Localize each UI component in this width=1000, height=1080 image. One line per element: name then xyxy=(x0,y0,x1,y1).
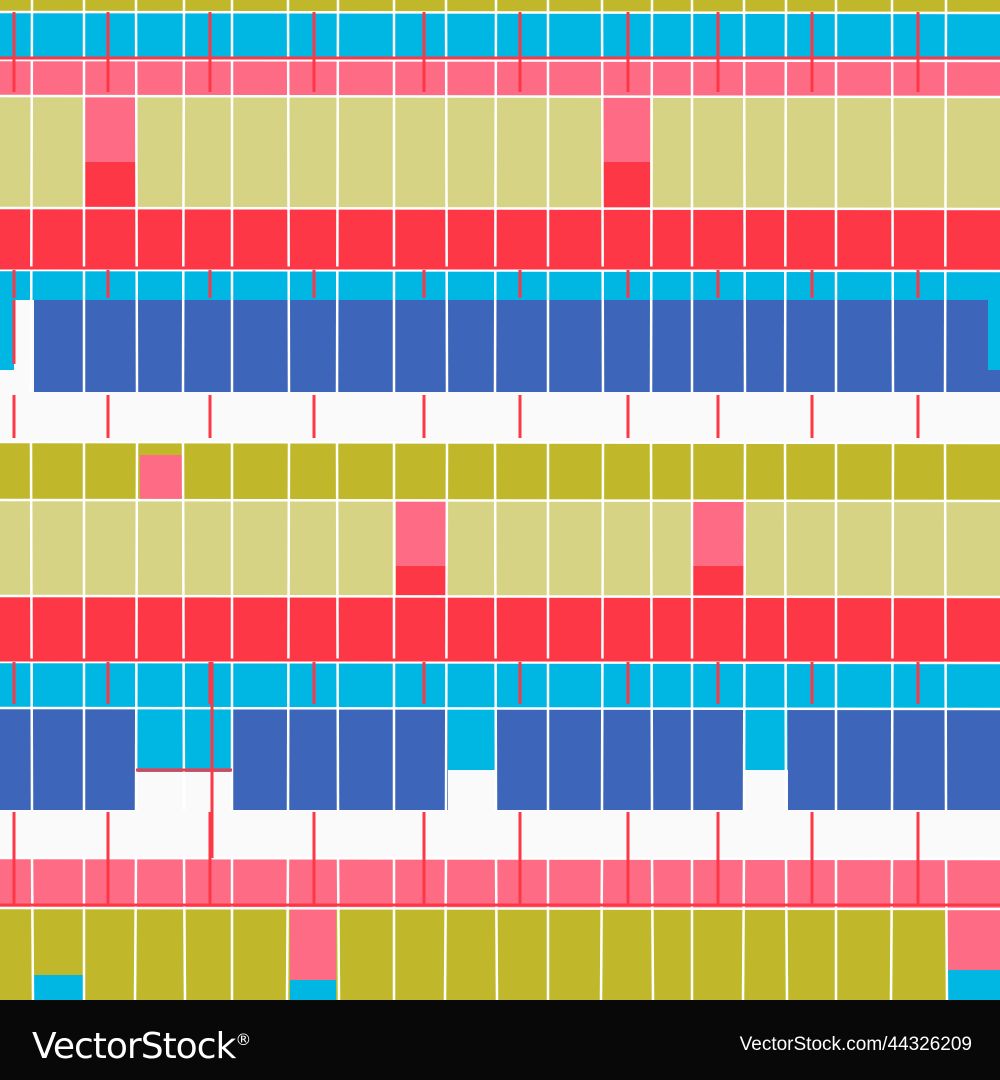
grid-line-vertical xyxy=(944,857,949,1000)
grid-line-vertical xyxy=(30,857,35,1000)
grid-line-vertical xyxy=(943,441,948,811)
grid-line-vertical xyxy=(493,0,498,393)
grid-line-vertical xyxy=(943,0,948,393)
color-patch xyxy=(290,980,336,1000)
grid-line-horizontal xyxy=(0,206,1000,211)
grid-line-vertical xyxy=(599,857,604,1000)
grid-line-vertical xyxy=(335,441,340,811)
color-patch xyxy=(692,566,744,596)
grid-line-vertical xyxy=(29,0,34,393)
grid-line-vertical xyxy=(286,441,291,811)
grid-line-vertical xyxy=(286,0,291,393)
color-patch xyxy=(744,708,788,770)
color-band xyxy=(0,596,1000,662)
color-patch xyxy=(448,708,496,770)
grid-line-horizontal xyxy=(0,10,1000,15)
white-grid-lines xyxy=(0,0,1000,1000)
grid-line-vertical xyxy=(600,0,605,393)
color-band xyxy=(0,208,1000,270)
grid-line-horizontal xyxy=(0,440,1000,445)
grid-line-horizontal xyxy=(0,594,1000,599)
grid-line-vertical xyxy=(29,441,34,811)
vectorstock-logo: VectorStock® xyxy=(32,1026,251,1067)
grid-line-vertical xyxy=(741,857,746,1000)
grid-line-vertical xyxy=(742,441,747,811)
grid-line-vertical xyxy=(783,0,788,393)
grid-line-vertical xyxy=(784,857,789,1000)
color-band xyxy=(0,270,1000,300)
grid-line-vertical xyxy=(133,857,138,1000)
grid-line-vertical xyxy=(650,857,655,1000)
grid-line-vertical xyxy=(494,857,499,1000)
grid-line-horizontal xyxy=(0,58,1000,63)
color-band xyxy=(0,60,1000,96)
grid-line-vertical xyxy=(649,0,654,393)
color-band xyxy=(0,500,1000,596)
watermark-bar: VectorStock® VectorStock.com/44326209 xyxy=(0,1000,1000,1080)
grid-line-vertical xyxy=(889,857,894,1000)
grid-line-vertical xyxy=(443,857,448,1000)
color-patch xyxy=(946,970,1000,1000)
grid-line-vertical xyxy=(335,0,340,393)
color-band xyxy=(0,858,1000,908)
color-patch xyxy=(290,908,336,980)
color-band xyxy=(0,392,1000,442)
color-band xyxy=(0,96,1000,208)
grid-line-horizontal xyxy=(0,856,1000,861)
grid-line-vertical xyxy=(182,857,187,1000)
red-tick-marks xyxy=(0,12,1000,907)
grid-line-horizontal xyxy=(0,268,1000,273)
color-band xyxy=(0,12,1000,60)
plaid-pattern-artwork xyxy=(0,0,1000,1000)
color-band xyxy=(0,908,1000,1000)
grid-line-vertical xyxy=(742,0,747,393)
color-patch xyxy=(946,908,1000,970)
color-patch xyxy=(602,162,650,208)
color-patch xyxy=(84,162,136,208)
grid-line-vertical xyxy=(134,441,139,811)
grid-line-horizontal xyxy=(0,94,1000,99)
grid-line-vertical xyxy=(493,441,498,811)
color-patch xyxy=(34,975,84,1000)
color-patch xyxy=(396,566,448,596)
color-band xyxy=(0,0,1000,12)
grid-line-vertical xyxy=(444,0,449,393)
grid-line-vertical xyxy=(336,857,341,1000)
grid-line-vertical xyxy=(600,441,605,811)
grid-line-vertical xyxy=(783,441,788,811)
image-credit: VectorStock.com/44326209 xyxy=(739,1034,972,1055)
color-patch xyxy=(988,300,1000,370)
color-band xyxy=(0,300,1000,392)
grid-line-horizontal xyxy=(0,706,1000,711)
grid-line-vertical xyxy=(134,0,139,393)
grid-line-horizontal xyxy=(0,498,1000,503)
grid-line-vertical xyxy=(285,857,290,1000)
grid-line-vertical xyxy=(649,441,654,811)
grid-line-horizontal xyxy=(0,660,1000,665)
color-bands xyxy=(0,0,1000,1000)
grid-line-vertical xyxy=(181,441,186,811)
color-patch xyxy=(140,455,182,500)
grid-line-vertical xyxy=(890,441,895,811)
color-band xyxy=(0,662,1000,708)
color-patch xyxy=(744,770,788,810)
grid-line-vertical xyxy=(181,0,186,393)
color-band xyxy=(0,810,1000,858)
grid-line-vertical xyxy=(444,441,449,811)
color-patch xyxy=(0,300,14,370)
color-patch xyxy=(448,770,496,810)
grid-line-vertical xyxy=(890,0,895,393)
grid-line-horizontal xyxy=(0,906,1000,911)
